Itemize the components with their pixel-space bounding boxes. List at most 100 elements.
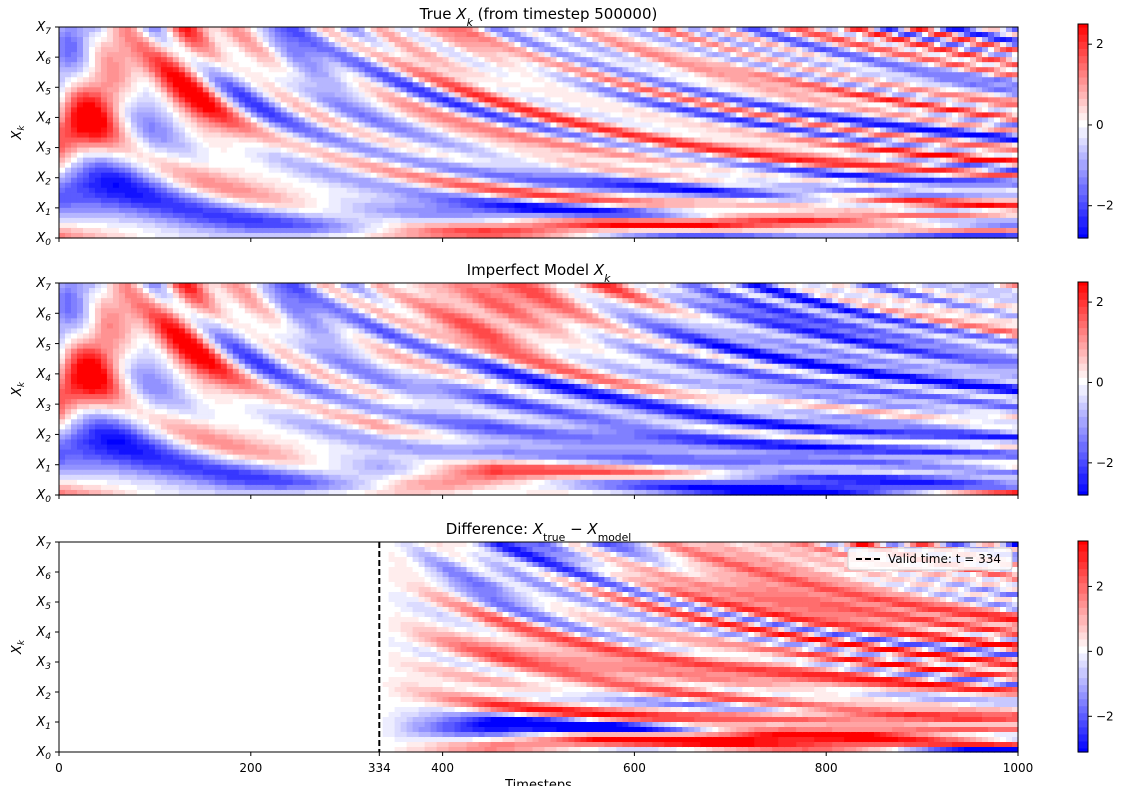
heatmap-cell	[179, 112, 186, 118]
heatmap-cell	[185, 208, 192, 214]
heatmap-cell	[407, 198, 414, 204]
heatmap-cell	[59, 42, 66, 48]
heatmap-cell	[670, 198, 677, 204]
heatmap-cell	[239, 163, 246, 169]
heatmap-cell	[233, 223, 240, 229]
heatmap-cell	[766, 32, 773, 38]
heatmap-cell	[113, 82, 120, 88]
heatmap-cell	[329, 72, 336, 78]
heatmap-cell	[580, 107, 587, 113]
heatmap-cell	[682, 218, 689, 224]
heatmap-cell	[622, 173, 629, 179]
heatmap-cell	[221, 97, 228, 103]
heatmap-cell	[539, 183, 546, 189]
heatmap-cell	[395, 122, 402, 128]
heatmap-cell	[533, 148, 540, 154]
heatmap-cell	[113, 228, 120, 234]
heatmap-cell	[59, 32, 66, 38]
heatmap-cell	[95, 228, 102, 234]
heatmap-cell	[544, 213, 551, 219]
heatmap-cell	[634, 188, 641, 194]
heatmap-cell	[515, 72, 522, 78]
heatmap-cell	[598, 163, 605, 169]
heatmap-cell	[317, 198, 324, 204]
heatmap-cell	[335, 87, 342, 93]
heatmap-cell	[449, 57, 456, 63]
heatmap-cell	[323, 42, 330, 48]
heatmap-cell	[664, 122, 671, 128]
heatmap-cell	[568, 133, 575, 139]
heatmap-cell	[694, 148, 701, 154]
heatmap-cell	[335, 198, 342, 204]
heatmap-cell	[113, 32, 120, 38]
heatmap-cell	[658, 163, 665, 169]
heatmap-cell	[65, 213, 72, 219]
heatmap-cell	[497, 102, 504, 108]
heatmap-cell	[335, 183, 342, 189]
heatmap-cell	[748, 92, 755, 98]
heatmap-cell	[712, 112, 719, 118]
heatmap-cell	[179, 82, 186, 88]
heatmap-cell	[125, 97, 132, 103]
heatmap-cell	[329, 67, 336, 73]
heatmap-cell	[688, 163, 695, 169]
heatmap-cell	[215, 218, 222, 224]
heatmap-cell	[521, 97, 528, 103]
heatmap-cell	[664, 42, 671, 48]
heatmap-cell	[197, 117, 204, 123]
heatmap-cell	[700, 158, 707, 164]
heatmap-cell	[71, 77, 78, 83]
heatmap-cell	[359, 143, 366, 149]
heatmap-cell	[263, 42, 270, 48]
heatmap-cell	[77, 193, 84, 199]
heatmap-cell	[748, 153, 755, 159]
heatmap-cell	[263, 62, 270, 68]
heatmap-cell	[311, 143, 318, 149]
heatmap-cell	[550, 148, 557, 154]
heatmap-cell	[119, 97, 126, 103]
heatmap-cell	[521, 173, 528, 179]
heatmap-cell	[419, 153, 426, 159]
heatmap-cell	[311, 148, 318, 154]
heatmap-cell	[598, 82, 605, 88]
heatmap-cell	[766, 158, 773, 164]
heatmap-cell	[640, 208, 647, 214]
heatmap-cell	[616, 193, 623, 199]
heatmap-cell	[71, 92, 78, 98]
heatmap-cell	[275, 97, 282, 103]
heatmap-cell	[724, 163, 731, 169]
heatmap-cell	[323, 72, 330, 78]
heatmap-cell	[65, 158, 72, 164]
heatmap-cell	[113, 67, 120, 73]
heatmap-cell	[455, 163, 462, 169]
heatmap-cell	[71, 127, 78, 133]
heatmap-cell	[77, 87, 84, 93]
heatmap-cell	[137, 52, 144, 58]
heatmap-cell	[598, 47, 605, 53]
heatmap-cell	[347, 57, 354, 63]
heatmap-cell	[329, 97, 336, 103]
heatmap-cell	[419, 87, 426, 93]
heatmap-cell	[377, 143, 384, 149]
heatmap-cell	[491, 112, 498, 118]
heatmap-cell	[700, 193, 707, 199]
heatmap-cell	[407, 193, 414, 199]
heatmap-cell	[700, 213, 707, 219]
heatmap-cell	[209, 77, 216, 83]
heatmap-cell	[131, 158, 138, 164]
heatmap-cell	[299, 37, 306, 43]
heatmap-cell	[83, 163, 90, 169]
heatmap-cell	[694, 143, 701, 149]
heatmap-cell	[389, 193, 396, 199]
heatmap-cell	[239, 87, 246, 93]
heatmap-cell	[137, 223, 144, 229]
heatmap-cell	[401, 198, 408, 204]
heatmap-cell	[604, 37, 611, 43]
heatmap-cell	[251, 92, 258, 98]
heatmap-cell	[113, 173, 120, 179]
heatmap-cell	[556, 67, 563, 73]
heatmap-cell	[341, 153, 348, 159]
heatmap-cell	[191, 122, 198, 128]
heatmap-cell	[574, 57, 581, 63]
heatmap-cell	[329, 107, 336, 113]
